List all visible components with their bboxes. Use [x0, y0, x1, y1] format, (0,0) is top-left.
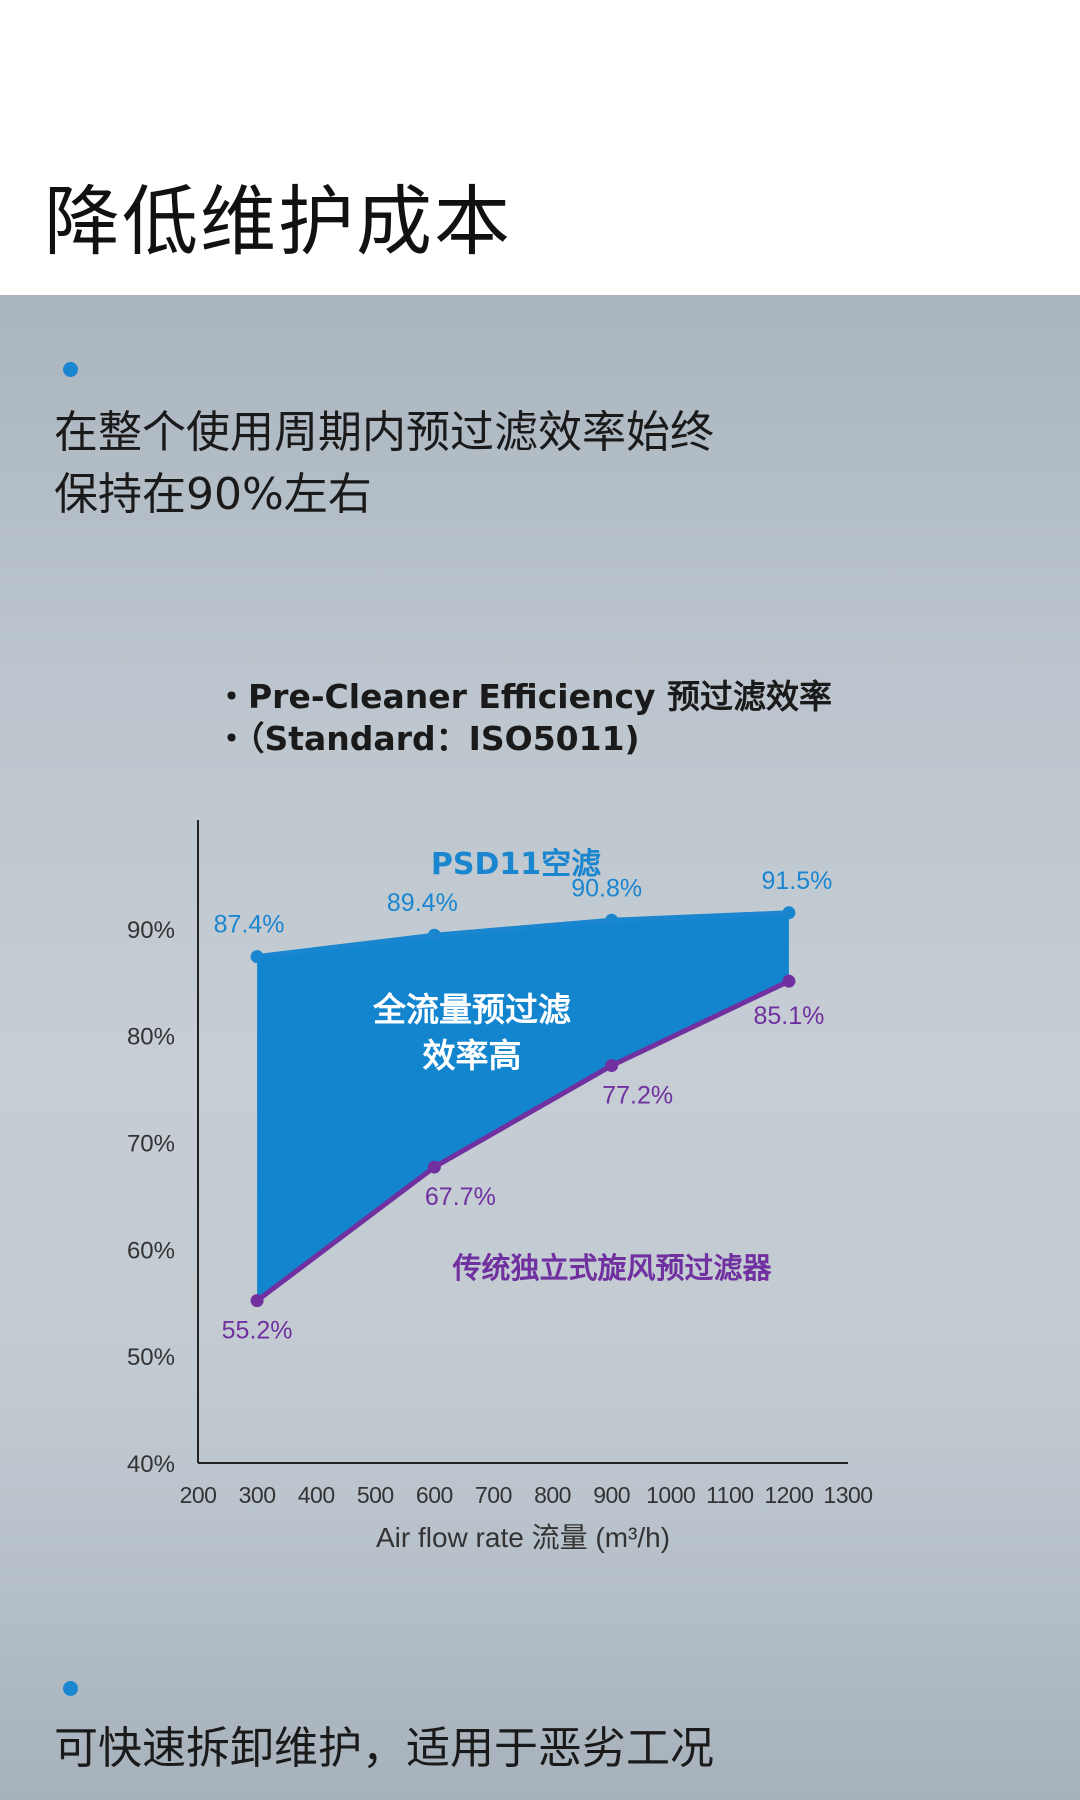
data-point	[427, 928, 441, 942]
efficiency-gap-area	[257, 912, 789, 1301]
bullet-dot-2	[63, 1681, 78, 1696]
x-tick-label: 700	[475, 1482, 512, 1508]
data-label: 90.8%	[571, 874, 642, 902]
y-tick-label: 80%	[127, 1024, 175, 1051]
x-tick-label: 500	[357, 1482, 394, 1508]
x-tick-label: 800	[534, 1482, 571, 1508]
data-label: 91.5%	[761, 867, 832, 895]
feature-point-1: 在整个使用周期内预过滤效率始终 保持在90%左右	[54, 407, 714, 520]
data-label: 55.2%	[222, 1317, 293, 1345]
x-tick-label: 1000	[646, 1482, 695, 1508]
y-tick-label: 70%	[127, 1131, 175, 1158]
chart-heading-2: ・（Standard：ISO5011)	[215, 719, 640, 758]
data-label: 89.4%	[387, 889, 458, 917]
series-line-1	[256, 910, 790, 960]
x-axis-label: Air flow rate 流量 (m³/h)	[376, 1522, 670, 1553]
series-name-label: 传统独立式旋风预过滤器	[451, 1251, 772, 1285]
data-point	[605, 1059, 619, 1073]
data-point	[782, 906, 796, 920]
y-tick-label: 50%	[127, 1344, 175, 1371]
bullet-dot-1	[63, 362, 78, 377]
area-annotation: 效率高	[423, 1036, 522, 1075]
area-annotation: 全流量预过滤	[372, 990, 571, 1029]
x-tick-label: 1200	[764, 1482, 813, 1508]
y-tick-label: 60%	[127, 1237, 175, 1264]
page-title: 降低维护成本	[44, 177, 512, 266]
header: 降低维护成本	[0, 0, 1080, 295]
data-label: 87.4%	[214, 911, 285, 939]
x-tick-label: 1100	[706, 1482, 753, 1508]
feature-point-2: 可快速拆卸维护，适用于恶劣工况	[54, 1723, 714, 1774]
chart-heading-1: ・Pre-Cleaner Efficiency 预过滤效率	[215, 677, 833, 716]
data-label: 85.1%	[753, 1002, 824, 1030]
series-name-label: PSD11空滤	[431, 847, 601, 882]
x-tick-label: 400	[298, 1482, 335, 1508]
data-label: 77.2%	[602, 1082, 673, 1110]
data-point	[427, 1160, 441, 1174]
data-point	[782, 974, 796, 988]
x-tick-label: 300	[239, 1482, 276, 1508]
x-tick-label: 1300	[823, 1482, 872, 1508]
x-tick-label: 200	[180, 1482, 217, 1508]
data-point	[605, 913, 619, 927]
data-point	[250, 1294, 264, 1308]
x-tick-label: 900	[593, 1482, 630, 1508]
y-tick-label: 90%	[127, 917, 175, 944]
data-label: 67.7%	[425, 1183, 496, 1211]
series-line-2	[255, 978, 790, 1303]
x-tick-label: 600	[416, 1482, 453, 1508]
y-tick-label: 40%	[127, 1451, 175, 1478]
data-point	[250, 950, 264, 964]
